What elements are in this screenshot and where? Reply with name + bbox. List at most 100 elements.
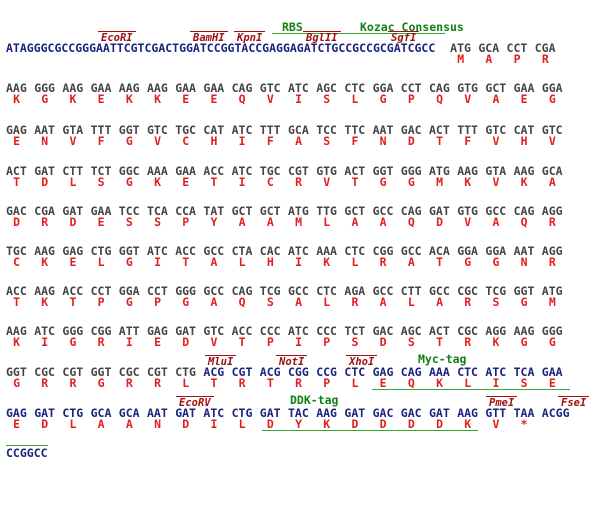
amino-acid: A: [210, 255, 218, 269]
codon: GTC: [203, 324, 225, 338]
codon: GGT: [118, 244, 140, 258]
codon: CAG: [400, 365, 422, 379]
codon: GGT: [90, 365, 112, 379]
amino-acid: T: [238, 335, 246, 349]
codon: GTG: [457, 81, 478, 95]
amino-acid: Y: [295, 417, 302, 431]
codon: GCA: [118, 406, 140, 420]
amino-acid: R: [295, 175, 302, 189]
codon: CAG: [231, 81, 253, 95]
amino-acid: D: [407, 417, 415, 431]
codon: CGC: [118, 365, 140, 379]
codon: CTA: [231, 244, 253, 258]
amino-acid: D: [266, 417, 274, 431]
amino-acid: R: [97, 335, 105, 349]
amino-acid: D: [13, 215, 20, 229]
codon: CTC: [316, 284, 337, 298]
amino-acid: R: [238, 376, 246, 390]
codon: GAT: [175, 406, 196, 420]
amino-acid: A: [548, 175, 556, 189]
codon: AAG: [457, 406, 478, 420]
amino-acid: V: [492, 175, 500, 189]
codon: TGC: [259, 164, 281, 178]
amino-acid: Q: [407, 215, 415, 229]
codon: GAG: [372, 365, 394, 379]
amino-acid: M: [548, 295, 556, 309]
amino-acid: S: [407, 335, 415, 349]
codon: CCA: [175, 204, 196, 218]
codon: AAG: [62, 81, 84, 95]
amino-acid: K: [13, 92, 20, 106]
codon: AGA: [344, 284, 366, 298]
amino-acid: S: [125, 215, 133, 229]
codon: GCC: [485, 204, 507, 218]
codon: AAG: [6, 324, 27, 338]
amino-acid: I: [238, 134, 246, 148]
codon: GCA: [541, 164, 563, 178]
amino-acid: A: [97, 417, 105, 431]
amino-acid: L: [464, 376, 472, 390]
amino-acid: A: [266, 215, 274, 229]
amino-acid: G: [125, 295, 133, 309]
amino-acid: G: [97, 376, 105, 390]
codon: ATC: [203, 406, 225, 420]
codon: GAG: [6, 123, 27, 137]
codon: GAC: [372, 406, 394, 420]
amino-acid: K: [436, 376, 443, 390]
amino-acid: A: [436, 295, 443, 309]
amino-acid: T: [436, 134, 443, 148]
amino-acid: L: [351, 255, 359, 269]
codon: CGA: [534, 41, 556, 55]
amino-acid: S: [520, 376, 528, 390]
amino-acid: K: [69, 92, 77, 106]
codon: GCA: [478, 41, 500, 55]
amino-acid: Q: [520, 215, 528, 229]
amino-acid: L: [238, 255, 246, 269]
site-label: PmeI: [486, 396, 518, 409]
amino-acid: D: [182, 417, 190, 431]
codon: GAT: [344, 406, 366, 420]
amino-acid: I: [492, 376, 500, 390]
codon: GCC: [372, 284, 394, 298]
site-label: NotI: [276, 355, 308, 368]
site-line: [6, 445, 48, 446]
codon: CGC: [457, 324, 478, 338]
amino-acid: G: [520, 335, 528, 349]
codon: GAA: [541, 365, 563, 379]
amino-acid: K: [13, 335, 20, 349]
amino-acid: V: [266, 92, 274, 106]
amino-acid: Q: [238, 92, 246, 106]
codon: GAG: [62, 244, 84, 258]
amino-acid: K: [154, 175, 161, 189]
codon: GGT: [372, 164, 394, 178]
site-label: EcoRV: [176, 396, 214, 409]
amino-acid: R: [154, 376, 161, 390]
codon: ACC: [175, 244, 196, 258]
codon: CAG: [513, 204, 535, 218]
codon: CCT: [90, 284, 112, 298]
codon: ACT: [429, 123, 450, 137]
amino-acid: M: [457, 52, 465, 66]
amino-acid: N: [520, 255, 528, 269]
amino-acid: C: [266, 175, 274, 189]
codon: CGG: [372, 244, 394, 258]
codon: GAA: [175, 164, 196, 178]
amino-acid: I: [295, 92, 302, 106]
codon: TTT: [457, 123, 478, 137]
amino-acid: G: [407, 175, 415, 189]
amino-acid: C: [13, 255, 20, 269]
tag-underline: [262, 430, 478, 431]
amino-acid: D: [379, 417, 387, 431]
amino-acid: G: [379, 175, 387, 189]
codon: GTG: [457, 204, 478, 218]
amino-acid: Q: [238, 295, 246, 309]
codon: CGT: [147, 365, 168, 379]
amino-acid: D: [69, 215, 77, 229]
codon: GAA: [90, 81, 112, 95]
codon: ATC: [231, 164, 253, 178]
amino-acid: K: [492, 335, 500, 349]
amino-acid: V: [464, 92, 472, 106]
codon: GAC: [400, 123, 422, 137]
codon: GAA: [175, 81, 196, 95]
